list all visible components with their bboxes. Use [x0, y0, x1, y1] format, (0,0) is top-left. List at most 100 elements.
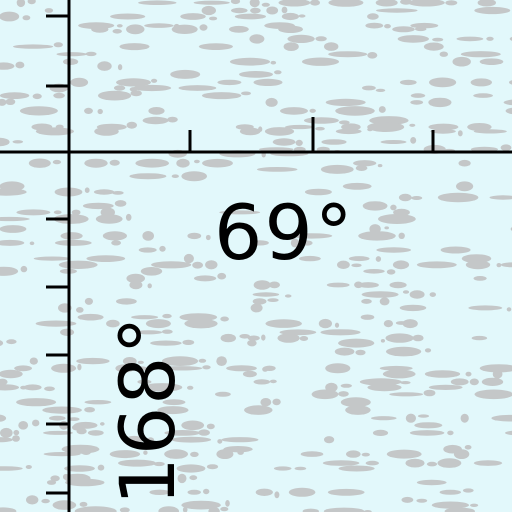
- ice-patch: [392, 26, 415, 33]
- ice-speck: [309, 108, 316, 113]
- ice-patch: [86, 255, 126, 262]
- ice-patch: [376, 8, 418, 13]
- ice-patch: [465, 260, 491, 270]
- ice-patch: [340, 397, 371, 408]
- ice-patch: [170, 69, 201, 79]
- ice-patch: [280, 107, 308, 115]
- ice-patch: [119, 43, 150, 51]
- ice-patch: [16, 0, 26, 8]
- ice-patch: [0, 98, 7, 106]
- ice-speck: [334, 322, 340, 328]
- ice-speck: [398, 232, 405, 239]
- ice-speck: [15, 61, 25, 69]
- ice-patch: [439, 51, 448, 57]
- ice-patch: [367, 13, 379, 20]
- ice-speck: [355, 165, 368, 172]
- ice-speck: [192, 261, 204, 269]
- ice-patch: [71, 209, 81, 216]
- ice-speck: [68, 417, 80, 421]
- ice-patch: [82, 202, 114, 210]
- ice-speck: [390, 204, 397, 211]
- ice-patch: [180, 13, 206, 20]
- ice-patch: [473, 93, 493, 98]
- ice-patch: [135, 330, 163, 335]
- ice-patch: [437, 192, 479, 203]
- ice-speck: [432, 37, 444, 42]
- ice-speck: [299, 336, 309, 341]
- ice-patch: [253, 78, 283, 86]
- ice-patch: [76, 357, 110, 365]
- ice-patch: [460, 413, 469, 423]
- ice-patch: [398, 193, 412, 202]
- ice-patch: [125, 435, 144, 444]
- ice-patch: [353, 160, 377, 167]
- longitude-line-ticks: [46, 14, 69, 495]
- ice-patch: [500, 262, 512, 268]
- ice-patch: [430, 129, 456, 134]
- ice-patch: [444, 507, 475, 512]
- ice-patch: [43, 452, 81, 457]
- ice-speck: [281, 6, 288, 14]
- ice-patch: [437, 458, 462, 468]
- ice-patch: [219, 210, 261, 215]
- ice-patch: [414, 422, 443, 429]
- ice-patch: [18, 421, 29, 430]
- ice-patch: [220, 333, 236, 343]
- ice-speck: [217, 272, 227, 280]
- ice-patch: [382, 369, 416, 379]
- ice-patch: [54, 239, 92, 246]
- ice-patch: [43, 430, 73, 435]
- ice-patch: [328, 0, 364, 7]
- ice-patch: [302, 508, 319, 512]
- ice-patch: [49, 415, 66, 421]
- ice-speck: [261, 2, 270, 7]
- ice-speck: [377, 164, 383, 168]
- ice-speck: [189, 475, 198, 481]
- ice-patch: [431, 501, 469, 509]
- ice-patch: [95, 214, 123, 224]
- ice-patch: [60, 232, 83, 240]
- ice-speck: [22, 15, 31, 21]
- ice-speck: [410, 137, 417, 144]
- ice-patch: [249, 34, 265, 44]
- ice-speck: [270, 60, 277, 65]
- ice-speck: [109, 159, 120, 166]
- ice-speck: [445, 0, 458, 6]
- ice-patch: [181, 171, 207, 182]
- ice-patch: [161, 356, 199, 366]
- ice-patch: [265, 319, 302, 328]
- ice-speck: [114, 200, 127, 207]
- ice-speck: [367, 52, 378, 59]
- ice-speck: [284, 294, 292, 298]
- ice-speck: [5, 98, 16, 106]
- ice-patch: [288, 487, 316, 497]
- ice-speck: [294, 466, 307, 471]
- ice-speck: [29, 241, 35, 246]
- ice-patch: [142, 116, 169, 125]
- ice-patch: [145, 319, 171, 329]
- ice-patch: [231, 7, 248, 14]
- ice-speck: [295, 139, 303, 146]
- ice-patch: [19, 106, 58, 116]
- ice-patch: [12, 44, 54, 49]
- ice-patch: [327, 488, 365, 496]
- ice-speck: [119, 507, 130, 512]
- ice-patch: [201, 5, 216, 16]
- ice-patch: [428, 97, 452, 108]
- ice-speck: [237, 449, 244, 455]
- ice-speck: [470, 503, 479, 507]
- ice-patch: [491, 414, 512, 422]
- ice-patch: [73, 421, 98, 429]
- ice-patch: [181, 500, 221, 510]
- ice-patch: [367, 122, 405, 132]
- ice-speck: [53, 210, 62, 215]
- ice-patch: [164, 449, 189, 459]
- ice-patch: [334, 347, 355, 356]
- ice-patch: [428, 384, 463, 390]
- ice-patch: [129, 280, 143, 290]
- ice-speck: [465, 371, 472, 377]
- ice-speck: [375, 256, 382, 262]
- ice-patch: [116, 78, 151, 87]
